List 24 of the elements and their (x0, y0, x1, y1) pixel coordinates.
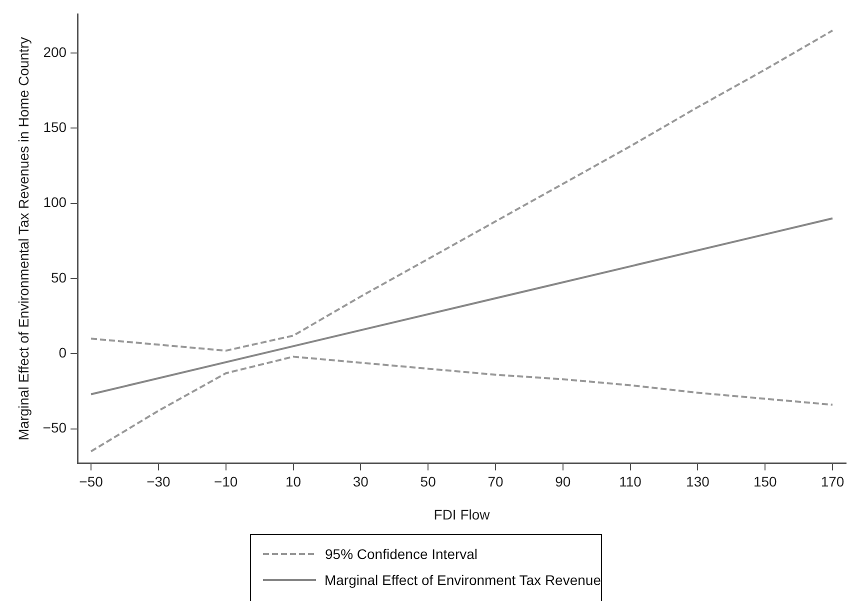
line-series (90, 356, 834, 452)
y-tick-label: 200 (43, 44, 67, 60)
x-tick-label: 10 (285, 474, 302, 490)
x-tick-label: 170 (820, 474, 844, 490)
x-tick-label: 50 (420, 474, 436, 490)
legend-label: Marginal Effect of Environment Tax Revenue (324, 572, 601, 588)
y-tick-label: 100 (43, 194, 67, 210)
x-axis-title: FDI Flow (434, 506, 491, 522)
x-tick-label: 70 (488, 474, 504, 490)
x-tick-label: 130 (686, 474, 710, 490)
y-tick-label: 50 (50, 269, 67, 286)
line-series (90, 30, 834, 352)
x-tick-label: 30 (352, 474, 369, 490)
x-tick-label: −10 (214, 474, 238, 490)
legend-label: 95% Confidence Interval (325, 546, 478, 562)
x-tick-label: −50 (79, 474, 104, 490)
x-tick-label: −30 (146, 474, 171, 490)
y-axis-title: Marginal Effect of Environmental Tax Revenues in Home Country (15, 37, 32, 440)
y-tick-label: −50 (42, 420, 67, 436)
x-tick-label: 150 (753, 474, 778, 490)
x-tick-label: 110 (619, 474, 642, 490)
x-tick-label: 90 (555, 474, 571, 490)
y-tick-label: 150 (43, 119, 67, 136)
y-tick-label: 0 (58, 344, 67, 361)
